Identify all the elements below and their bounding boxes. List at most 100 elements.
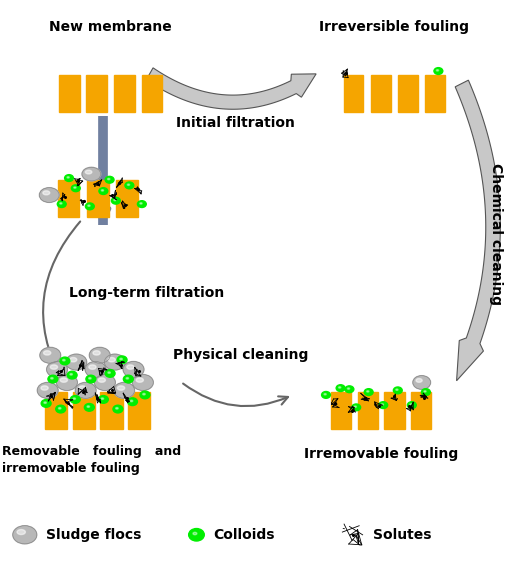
Ellipse shape [37, 382, 58, 398]
Ellipse shape [63, 360, 65, 361]
Bar [128, 392, 150, 429]
Ellipse shape [74, 187, 76, 188]
Ellipse shape [89, 365, 96, 369]
Bar [331, 392, 351, 429]
Ellipse shape [65, 175, 73, 182]
Ellipse shape [381, 404, 383, 405]
Text: Irreversible fouling: Irreversible fouling [319, 20, 469, 34]
Ellipse shape [422, 389, 430, 395]
Ellipse shape [86, 375, 96, 383]
Ellipse shape [56, 374, 77, 390]
Ellipse shape [407, 402, 416, 409]
Polygon shape [146, 68, 316, 109]
Text: Irremovable fouling: Irremovable fouling [304, 447, 458, 461]
Text: New membrane: New membrane [49, 20, 172, 34]
Ellipse shape [39, 188, 59, 203]
Ellipse shape [71, 185, 80, 192]
Ellipse shape [143, 393, 145, 395]
Bar [344, 75, 363, 112]
Bar [114, 75, 135, 112]
Bar [86, 75, 107, 112]
Ellipse shape [47, 361, 67, 377]
Ellipse shape [364, 389, 373, 395]
Ellipse shape [132, 374, 153, 390]
Ellipse shape [98, 395, 108, 403]
Text: irremovable fouling: irremovable fouling [3, 462, 140, 475]
Ellipse shape [130, 400, 133, 402]
Ellipse shape [396, 389, 398, 390]
Ellipse shape [70, 374, 72, 375]
Ellipse shape [128, 398, 138, 406]
Ellipse shape [85, 170, 92, 174]
Ellipse shape [105, 369, 115, 377]
Ellipse shape [99, 188, 108, 195]
Ellipse shape [84, 403, 94, 411]
Ellipse shape [79, 386, 86, 390]
Ellipse shape [434, 68, 443, 75]
Ellipse shape [17, 530, 26, 534]
Ellipse shape [95, 374, 115, 390]
Ellipse shape [324, 394, 326, 395]
Ellipse shape [60, 357, 70, 365]
Ellipse shape [105, 176, 114, 183]
Ellipse shape [88, 377, 91, 379]
Ellipse shape [136, 378, 143, 382]
Ellipse shape [111, 197, 120, 204]
Ellipse shape [101, 398, 104, 399]
Ellipse shape [93, 351, 100, 355]
Ellipse shape [140, 203, 142, 204]
Ellipse shape [140, 391, 150, 399]
Ellipse shape [59, 407, 61, 409]
Ellipse shape [120, 358, 122, 360]
Bar [73, 392, 95, 429]
Ellipse shape [50, 365, 58, 369]
Ellipse shape [108, 357, 115, 362]
Ellipse shape [125, 182, 134, 189]
Ellipse shape [117, 356, 127, 364]
Ellipse shape [73, 398, 75, 399]
Bar [45, 392, 67, 429]
Text: Removable   fouling   and: Removable fouling and [3, 445, 181, 458]
Ellipse shape [126, 377, 129, 379]
Ellipse shape [416, 378, 422, 382]
Ellipse shape [116, 407, 118, 409]
Ellipse shape [436, 69, 439, 71]
Bar [411, 392, 431, 429]
Ellipse shape [189, 529, 204, 541]
Text: Physical cleaning: Physical cleaning [173, 348, 309, 362]
Ellipse shape [114, 382, 134, 398]
Ellipse shape [108, 372, 110, 373]
Ellipse shape [117, 386, 124, 390]
Ellipse shape [354, 406, 356, 407]
Text: Colloids: Colloids [213, 528, 275, 542]
Ellipse shape [105, 354, 125, 370]
Bar [425, 75, 445, 112]
Ellipse shape [67, 177, 69, 178]
Ellipse shape [43, 351, 51, 355]
Bar [384, 392, 405, 429]
Text: Solutes: Solutes [373, 528, 432, 542]
Ellipse shape [58, 201, 66, 208]
Text: Sludge flocs: Sludge flocs [46, 528, 141, 542]
Bar [142, 75, 163, 112]
Bar [58, 180, 79, 217]
Ellipse shape [13, 526, 37, 544]
Ellipse shape [127, 365, 134, 369]
Ellipse shape [44, 402, 47, 403]
Bar [116, 180, 138, 217]
Ellipse shape [108, 179, 110, 180]
Ellipse shape [60, 203, 62, 204]
Bar [371, 75, 391, 112]
Ellipse shape [56, 405, 65, 413]
Ellipse shape [123, 361, 144, 377]
Ellipse shape [89, 347, 110, 363]
Ellipse shape [82, 167, 101, 181]
Ellipse shape [41, 386, 48, 390]
Ellipse shape [413, 376, 430, 389]
Ellipse shape [88, 205, 90, 207]
Ellipse shape [114, 199, 116, 201]
Ellipse shape [138, 201, 146, 208]
Text: Chemical cleaning: Chemical cleaning [488, 163, 503, 304]
Ellipse shape [43, 191, 50, 195]
Ellipse shape [424, 391, 426, 392]
